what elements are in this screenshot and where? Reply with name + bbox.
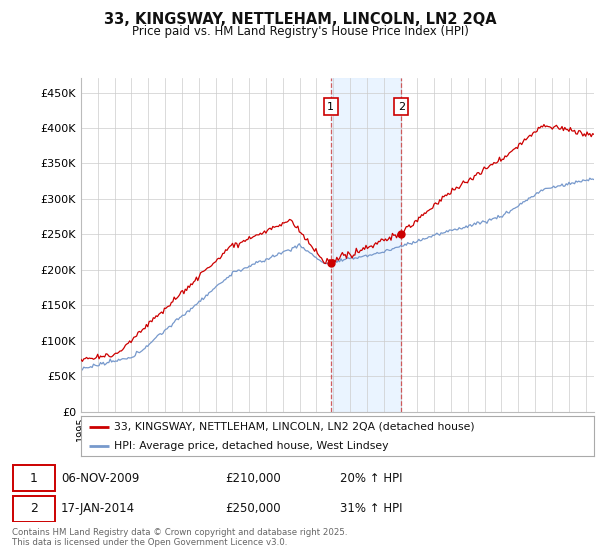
FancyBboxPatch shape xyxy=(13,465,55,491)
Text: 2: 2 xyxy=(30,502,38,516)
FancyBboxPatch shape xyxy=(13,496,55,522)
Text: HPI: Average price, detached house, West Lindsey: HPI: Average price, detached house, West… xyxy=(115,441,389,450)
Text: 31% ↑ HPI: 31% ↑ HPI xyxy=(340,502,403,516)
Text: 17-JAN-2014: 17-JAN-2014 xyxy=(61,502,135,516)
Text: 1: 1 xyxy=(327,102,334,112)
Text: Price paid vs. HM Land Registry's House Price Index (HPI): Price paid vs. HM Land Registry's House … xyxy=(131,25,469,38)
Text: 2: 2 xyxy=(398,102,405,112)
Text: 20% ↑ HPI: 20% ↑ HPI xyxy=(340,472,403,485)
Text: Contains HM Land Registry data © Crown copyright and database right 2025.
This d: Contains HM Land Registry data © Crown c… xyxy=(12,528,347,547)
Text: 33, KINGSWAY, NETTLEHAM, LINCOLN, LN2 2QA (detached house): 33, KINGSWAY, NETTLEHAM, LINCOLN, LN2 2Q… xyxy=(115,422,475,432)
Text: £250,000: £250,000 xyxy=(225,502,281,516)
Text: £210,000: £210,000 xyxy=(225,472,281,485)
Text: 1: 1 xyxy=(30,472,38,485)
Bar xyxy=(331,78,401,412)
Text: 06-NOV-2009: 06-NOV-2009 xyxy=(61,472,139,485)
Text: 33, KINGSWAY, NETTLEHAM, LINCOLN, LN2 2QA: 33, KINGSWAY, NETTLEHAM, LINCOLN, LN2 2Q… xyxy=(104,12,496,27)
